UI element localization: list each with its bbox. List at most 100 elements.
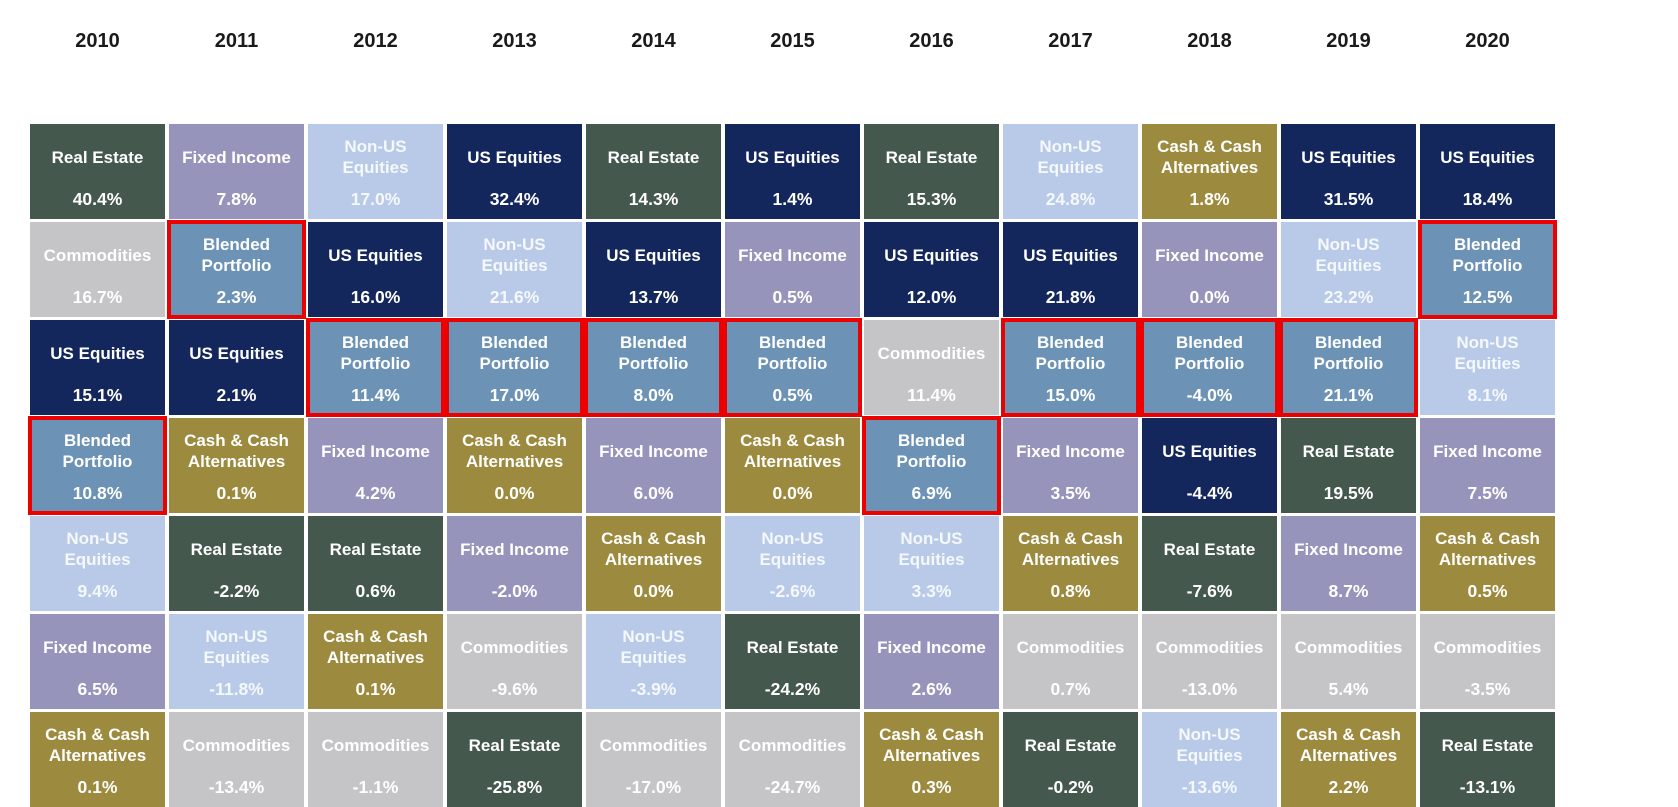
asset-cell: Real Estate 14.3%: [586, 124, 721, 219]
asset-cell: Real Estate -7.6%: [1142, 516, 1277, 611]
asset-name: Real Estate: [1441, 735, 1534, 755]
asset-return-value: 3.3%: [911, 581, 952, 601]
asset-name: Cash & Cash Alternatives: [462, 431, 567, 471]
asset-return-value: -13.6%: [1181, 777, 1238, 797]
asset-cell: Cash & Cash Alternatives 0.5%: [1420, 516, 1555, 611]
asset-cell: Commodities -17.0%: [586, 712, 721, 807]
asset-name: Fixed Income: [877, 637, 986, 657]
asset-name: Blended Portfolio: [201, 235, 272, 275]
asset-cell: Real Estate 15.3%: [864, 124, 999, 219]
asset-cell: US Equities -4.4%: [1142, 418, 1277, 513]
asset-name: Cash & Cash Alternatives: [45, 725, 150, 765]
asset-cell: Commodities 0.7%: [1003, 614, 1138, 709]
asset-name: Non-US Equities: [1454, 333, 1521, 373]
asset-cell: Fixed Income 8.7%: [1281, 516, 1416, 611]
asset-name: Commodities: [738, 735, 847, 755]
asset-name: Commodities: [182, 735, 291, 755]
asset-cell: Cash & Cash Alternatives 0.1%: [308, 614, 443, 709]
asset-cell: Blended Portfolio 12.5%: [1418, 220, 1557, 319]
asset-return-value: -17.0%: [625, 777, 682, 797]
asset-cell: Fixed Income 6.5%: [30, 614, 165, 709]
asset-return-value: 1.8%: [1189, 189, 1230, 209]
asset-return-value: 12.0%: [906, 287, 957, 307]
asset-name: US Equities: [1440, 147, 1535, 167]
asset-cell: US Equities 21.8%: [1003, 222, 1138, 317]
asset-cell: US Equities 32.4%: [447, 124, 582, 219]
asset-name: Commodities: [1016, 637, 1125, 657]
year-header: 2016: [909, 29, 954, 52]
asset-return-value: 0.6%: [355, 581, 396, 601]
asset-return-value: 0.5%: [772, 385, 813, 405]
asset-name: Fixed Income: [321, 441, 430, 461]
asset-return-value: -13.0%: [1181, 679, 1238, 699]
asset-cell: Cash & Cash Alternatives 1.8%: [1142, 124, 1277, 219]
asset-cell: Real Estate 0.6%: [308, 516, 443, 611]
asset-name: Commodities: [599, 735, 708, 755]
asset-name: Cash & Cash Alternatives: [1435, 529, 1540, 569]
asset-name: US Equities: [884, 245, 979, 265]
asset-return-value: 24.8%: [1045, 189, 1096, 209]
asset-return-value: 10.8%: [72, 483, 123, 503]
asset-name: Blended Portfolio: [618, 333, 689, 373]
asset-return-value: -3.5%: [1464, 679, 1511, 699]
asset-name: US Equities: [1023, 245, 1118, 265]
asset-name: Cash & Cash Alternatives: [1018, 529, 1123, 569]
asset-cell: US Equities 1.4%: [725, 124, 860, 219]
asset-cell: Non-US Equities 21.6%: [447, 222, 582, 317]
asset-return-value: 9.4%: [77, 581, 118, 601]
asset-cell: Non-US Equities 9.4%: [30, 516, 165, 611]
asset-cell: Blended Portfolio 21.1%: [1279, 318, 1418, 417]
asset-name: Commodities: [877, 343, 986, 363]
asset-name: Fixed Income: [1155, 245, 1264, 265]
asset-cell: Non-US Equities 17.0%: [308, 124, 443, 219]
asset-return-value: -0.2%: [1047, 777, 1094, 797]
asset-name: Cash & Cash Alternatives: [879, 725, 984, 765]
year-header: 2010: [75, 29, 120, 52]
asset-name: Fixed Income: [460, 539, 569, 559]
asset-return-value: -1.1%: [352, 777, 399, 797]
asset-return-value: 15.3%: [906, 189, 957, 209]
asset-cell: Blended Portfolio 11.4%: [306, 318, 445, 417]
asset-return-value: -24.7%: [764, 777, 821, 797]
asset-cell: Cash & Cash Alternatives 0.1%: [169, 418, 304, 513]
asset-return-value: 15.1%: [72, 385, 123, 405]
asset-return-value: -2.2%: [213, 581, 260, 601]
asset-return-value: 0.8%: [1050, 581, 1091, 601]
asset-cell: Non-US Equities -3.9%: [586, 614, 721, 709]
asset-name: Real Estate: [329, 539, 422, 559]
asset-return-value: 17.0%: [350, 189, 401, 209]
asset-name: Commodities: [1433, 637, 1542, 657]
asset-cell: Fixed Income 0.0%: [1142, 222, 1277, 317]
asset-cell: Commodities 11.4%: [864, 320, 999, 415]
asset-name: Blended Portfolio: [1035, 333, 1106, 373]
asset-cell: Cash & Cash Alternatives 0.0%: [586, 516, 721, 611]
asset-return-value: 16.7%: [72, 287, 123, 307]
asset-name: US Equities: [328, 245, 423, 265]
asset-return-value: 0.5%: [772, 287, 813, 307]
asset-name: Non-US Equities: [481, 235, 548, 275]
asset-cell: Real Estate -13.1%: [1420, 712, 1555, 807]
asset-cell: Non-US Equities 3.3%: [864, 516, 999, 611]
asset-cell: Real Estate -24.2%: [725, 614, 860, 709]
asset-return-value: 0.1%: [77, 777, 118, 797]
asset-cell: Commodities -1.1%: [308, 712, 443, 807]
asset-return-value: 0.5%: [1467, 581, 1508, 601]
asset-return-value: 6.0%: [633, 483, 674, 503]
asset-name: Non-US Equities: [898, 529, 965, 569]
asset-cell: Non-US Equities 24.8%: [1003, 124, 1138, 219]
asset-return-value: 7.8%: [216, 189, 257, 209]
asset-cell: Fixed Income 6.0%: [586, 418, 721, 513]
year-header: 2018: [1187, 29, 1232, 52]
asset-name: Real Estate: [1163, 539, 1256, 559]
year-header: 2019: [1326, 29, 1371, 52]
asset-name: Non-US Equities: [1176, 725, 1243, 765]
year-header: 2020: [1465, 29, 1510, 52]
asset-return-value: 0.7%: [1050, 679, 1091, 699]
asset-return-value: -25.8%: [486, 777, 543, 797]
asset-cell: Blended Portfolio 8.0%: [584, 318, 723, 417]
asset-name: Non-US Equities: [620, 627, 687, 667]
asset-name: Fixed Income: [738, 245, 847, 265]
asset-return-value: 0.0%: [1189, 287, 1230, 307]
asset-name: Cash & Cash Alternatives: [323, 627, 428, 667]
asset-name: Fixed Income: [43, 637, 152, 657]
